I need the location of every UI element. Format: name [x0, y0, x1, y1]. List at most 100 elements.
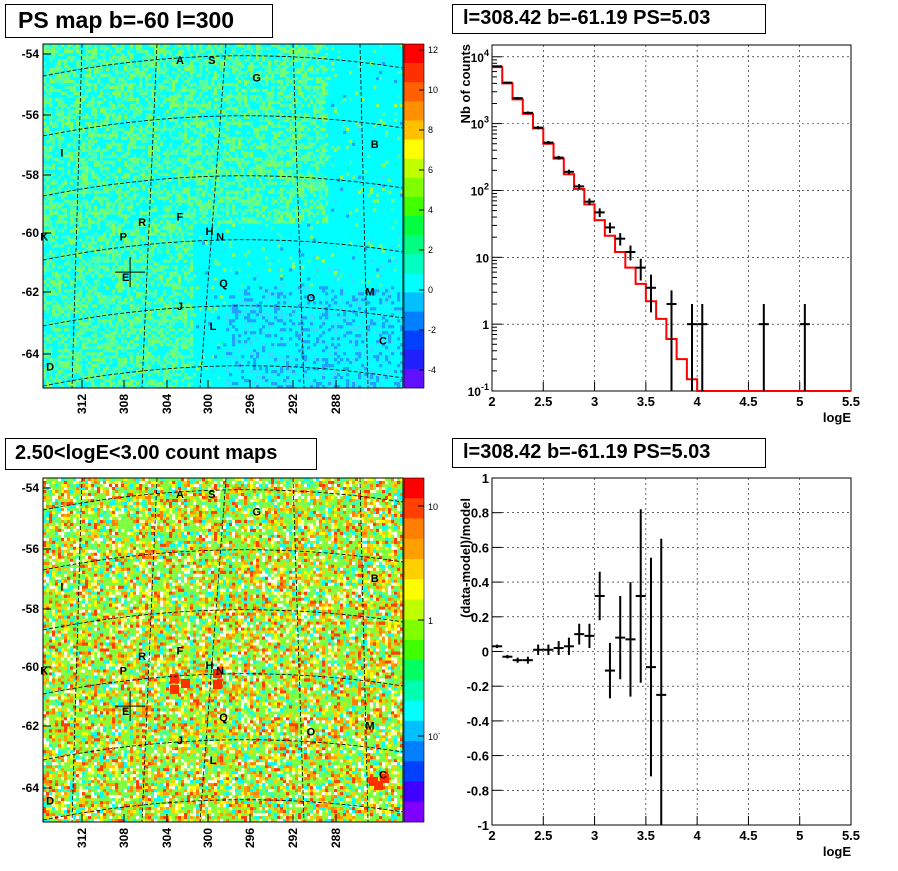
residual-title: l=308.42 b=-61.19 PS=5.03: [452, 438, 766, 468]
residual-y-tick-label: 0.2: [471, 610, 489, 625]
map-top-y-tick-label: -56: [22, 108, 40, 122]
map-bottom-parallel-line: [42, 549, 404, 571]
map-top-colorbar-cell: [404, 63, 424, 83]
residual-y-tick-label: 0.6: [471, 540, 489, 555]
map-bottom-colorbar-cell: [404, 558, 424, 580]
map-top-colorbar-tick-label: -4: [428, 365, 436, 375]
map-top-colorbar-cell: [404, 368, 424, 389]
map-top-colorbar-cell: [404, 196, 424, 217]
map-top-colorbar-cell: [404, 330, 424, 351]
residual-frame: [491, 477, 852, 826]
map-bottom-x-tick-label: 292: [286, 828, 300, 848]
spectrum-title: l=308.42 b=-61.19 PS=5.03: [452, 4, 766, 34]
map-bottom-meridian-line: [292, 477, 305, 823]
map-top-x-tick-label: 308: [117, 394, 131, 414]
map-bottom-colorbar-cell: [404, 801, 424, 823]
map-bottom-source-label: S: [208, 489, 215, 501]
residual-x-tick-label: 2: [488, 828, 495, 843]
spectrum-y-axis-label: Nb of counts: [458, 44, 473, 123]
map-bottom-x-tick-label: 308: [117, 828, 131, 848]
map-top-graticule: [42, 43, 404, 389]
map-bottom-source-label: E: [122, 706, 129, 718]
map-top-meridian-line: [292, 43, 305, 389]
map-bottom-source-label: P: [120, 666, 127, 678]
map-top-source-label: P: [120, 232, 127, 244]
map-top-colorbar-cell: [404, 254, 424, 274]
map-bottom-source-label: O: [307, 726, 316, 738]
spectrum-y-tick-label: 102: [471, 181, 489, 198]
residual-chart: 2 2.5 3 3.5 4 4.5 5 5.5 1 0.8 0.6 0.4 0.2 0 -0.2 -0.4 -0…: [458, 474, 860, 859]
map-bottom-source-label: J: [177, 735, 183, 747]
map-top-source-label: M: [365, 286, 374, 298]
map-top-colorbar-cell: [404, 158, 424, 179]
spectrum-model-line: [492, 66, 851, 392]
map-top-source-label: S: [208, 55, 215, 67]
map-bottom-y-tick-label: -60: [22, 660, 40, 674]
map-bottom-colorbar-cell: [404, 538, 424, 560]
map-top-title: PS map b=-60 l=300: [5, 4, 273, 38]
map-bottom-colorbar-cell: [404, 781, 424, 803]
residual-y-axis-label: (data-model)/model: [458, 498, 473, 618]
map-bottom-graticule: [42, 477, 404, 823]
residual-y-tick-label: 0.8: [471, 506, 489, 521]
map-bottom-source-label: C: [379, 770, 387, 782]
map-bottom-meridian-line: [141, 477, 158, 823]
map-bottom-colorbar-cell: [404, 518, 424, 540]
residual-y-tick-label: 1: [482, 474, 489, 486]
map-top-parallel-line: [42, 365, 404, 387]
map-bottom-source-label: G: [252, 507, 261, 519]
map-top-colorbar-tick-label: 0: [428, 285, 433, 295]
spectrum-y-tick-label: 10: [476, 251, 490, 265]
map-top-colorbar-cell: [404, 235, 424, 255]
map-top-meridian-line: [71, 43, 83, 389]
residual-x-tick-label: 3: [591, 828, 598, 843]
map-bottom-colorbar-cell: [404, 579, 424, 600]
map-top-parallel-line: [42, 115, 404, 137]
map-top-colorbar-tick-label: -2: [428, 325, 436, 335]
spectrum-x-tick-label: 4.5: [739, 394, 757, 409]
map-top-y-tick-label: -54: [22, 47, 40, 61]
map-bottom-x-tick-label: 304: [160, 828, 174, 848]
map-bottom-source-label: A: [176, 489, 184, 501]
residual-y-tick-label: -0.2: [467, 679, 489, 694]
map-top-colorbar-cell: [404, 311, 424, 331]
map-bottom-pixels: [43, 478, 404, 823]
map-bottom-source-label: D: [46, 796, 54, 808]
map-top-colorbar-cell: [404, 44, 424, 64]
map-bottom-colorbar-frame: [403, 477, 425, 823]
map-bottom-parallel-line: [42, 489, 404, 511]
map-bottom-parallel-line: [42, 799, 404, 821]
map-top-source-label: R: [138, 217, 146, 229]
map-bottom-colorbar-tick-label: 10: [428, 502, 438, 512]
map-bottom-parallel-line: [42, 609, 404, 631]
map-bottom-source-label: B: [371, 573, 379, 585]
map-bottom-colorbar-cell: [404, 720, 424, 742]
map-bottom-colorbar-tick-label: 10-1: [428, 731, 440, 742]
map-top-parallel-line: [42, 175, 404, 197]
spectrum-y-tick-label: 104: [471, 48, 489, 65]
map-top-y-tick-label: -60: [22, 226, 40, 240]
map-top-colorbar-tick-label: 12: [428, 45, 438, 55]
map-top-colorbar-cell: [404, 349, 424, 370]
map-top-frame: [42, 43, 404, 389]
residual-y-tick-label: 0: [482, 645, 489, 660]
map-top-colorbar-cell: [404, 82, 424, 102]
map-bottom-source-label: H: [205, 660, 213, 672]
spectrum-y-tick-label: 103: [471, 115, 489, 132]
map-bottom-colorbar-cell: [404, 660, 424, 681]
map-top-y-tick-label: -64: [22, 347, 40, 361]
map-bottom-source-label: F: [177, 645, 184, 657]
map-top-y-tick-label: -62: [22, 285, 40, 299]
spectrum-x-tick-label: 5: [796, 394, 803, 409]
map-bottom-source-label: R: [138, 651, 146, 663]
map-bottom-colorbar-cell: [404, 761, 424, 782]
map-bottom-source-label: N: [216, 666, 224, 678]
map-top-x-tick-label: 292: [286, 394, 300, 414]
map-top-x-tick-label: 312: [75, 394, 89, 414]
spectrum-x-tick-label: 3.5: [637, 394, 655, 409]
spectrum-y-tick-label: 1: [482, 318, 489, 332]
spectrum-x-axis-label: logE: [823, 410, 851, 425]
map-top-colorbar-cell: [404, 216, 424, 236]
map-top-source-label: J: [177, 301, 183, 313]
